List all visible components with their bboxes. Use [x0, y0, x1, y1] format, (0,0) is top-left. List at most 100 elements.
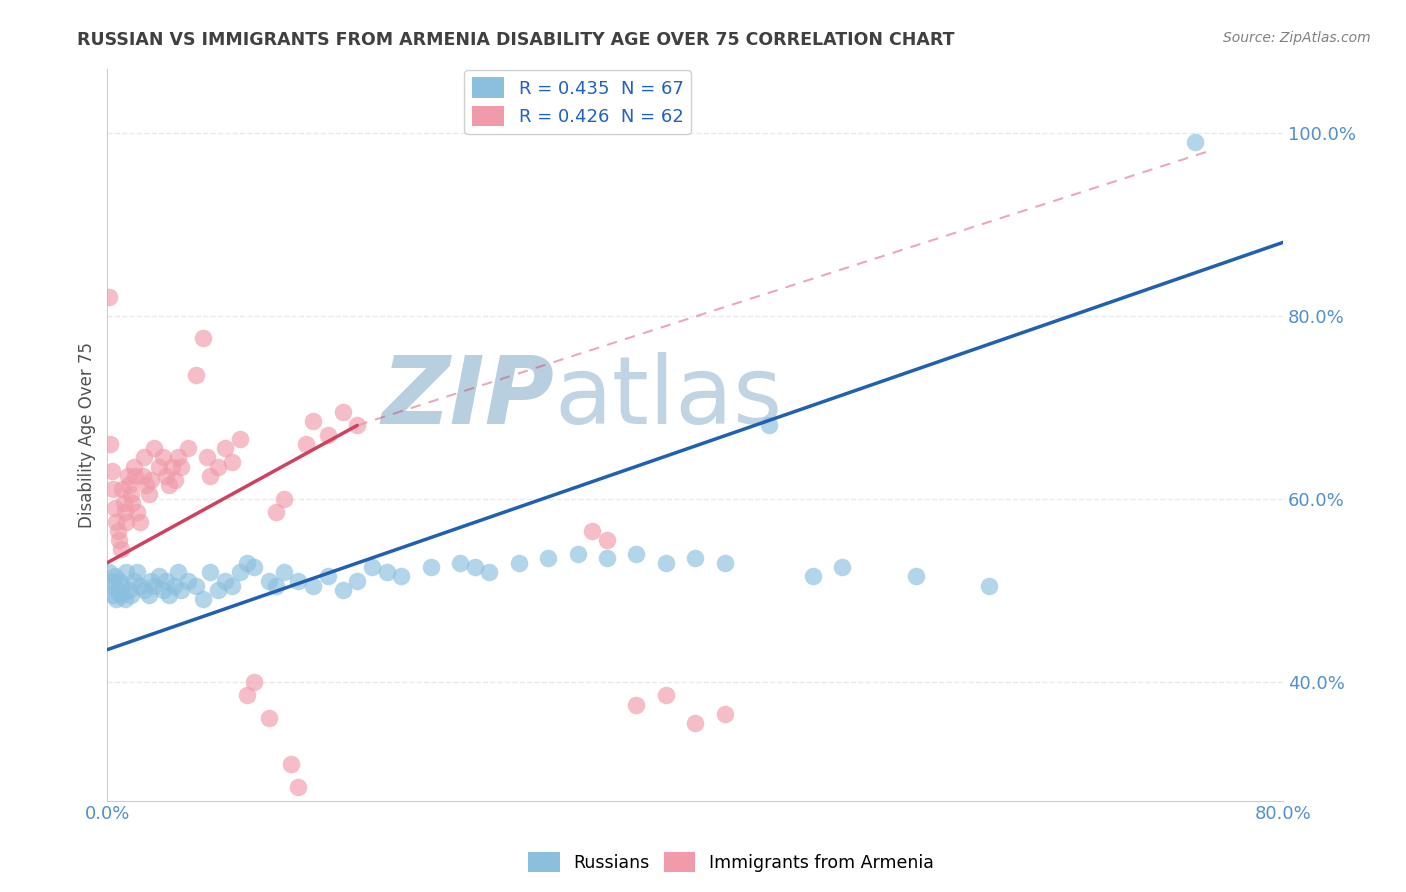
Point [111, 483, 134, 497]
Point [713, 706, 735, 721]
Point [160, 459, 183, 474]
Point [316, 569, 339, 583]
Point [655, 556, 678, 570]
Point [131, 468, 153, 483]
Point [118, 478, 141, 492]
Point [155, 574, 177, 588]
Point [101, 464, 124, 478]
Point [287, 574, 309, 588]
Point [148, 569, 170, 583]
Point [266, 578, 288, 592]
Point [118, 583, 141, 598]
Point [655, 689, 678, 703]
Point [135, 478, 157, 492]
Point [375, 565, 398, 579]
Point [257, 711, 280, 725]
Point [801, 569, 824, 583]
Point [170, 583, 193, 598]
Legend: R = 0.435  N = 67, R = 0.426  N = 62: R = 0.435 N = 67, R = 0.426 N = 62 [464, 70, 690, 134]
Point [228, 565, 250, 579]
Text: atlas: atlas [554, 352, 782, 444]
Point [626, 547, 648, 561]
Point [904, 569, 927, 583]
Point [184, 578, 207, 592]
Point [228, 432, 250, 446]
Point [148, 459, 170, 474]
Point [141, 473, 163, 487]
Point [581, 524, 603, 538]
Point [508, 556, 530, 570]
Point [125, 505, 148, 519]
Point [117, 468, 139, 483]
Point [108, 533, 131, 547]
Point [200, 468, 222, 483]
Point [316, 427, 339, 442]
Point [98, 578, 121, 592]
Point [155, 468, 177, 483]
Point [302, 578, 325, 592]
Text: RUSSIAN VS IMMIGRANTS FROM ARMENIA DISABILITY AGE OVER 75 CORRELATION CHART: RUSSIAN VS IMMIGRANTS FROM ARMENIA DISAB… [77, 31, 955, 49]
Point [449, 556, 471, 570]
Point [464, 560, 486, 574]
Point [207, 459, 229, 474]
Point [124, 468, 146, 483]
Point [115, 565, 138, 579]
Point [273, 565, 295, 579]
Point [110, 541, 132, 556]
Point [120, 487, 142, 501]
Point [138, 487, 160, 501]
Point [143, 578, 166, 592]
Point [332, 583, 354, 598]
Point [170, 459, 193, 474]
Point [200, 565, 222, 579]
Point [121, 496, 143, 510]
Point [419, 560, 441, 574]
Y-axis label: Disability Age Over 75: Disability Age Over 75 [79, 342, 96, 527]
Point [683, 551, 706, 566]
Point [107, 583, 129, 598]
Point [683, 715, 706, 730]
Text: ZIP: ZIP [381, 352, 554, 444]
Point [236, 689, 259, 703]
Point [107, 524, 129, 538]
Point [104, 500, 127, 515]
Point [361, 560, 384, 574]
Point [134, 450, 156, 465]
Point [101, 574, 124, 588]
Legend: Russians, Immigrants from Armenia: Russians, Immigrants from Armenia [522, 845, 941, 879]
Point [163, 473, 186, 487]
Point [103, 483, 125, 497]
Point [567, 547, 589, 561]
Point [115, 515, 138, 529]
Point [280, 757, 302, 772]
Point [266, 505, 288, 519]
Point [114, 505, 136, 519]
Point [191, 592, 214, 607]
Point [177, 574, 200, 588]
Point [98, 436, 121, 450]
Point [134, 583, 156, 598]
Point [103, 588, 125, 602]
Point [110, 588, 132, 602]
Point [332, 405, 354, 419]
Point [114, 592, 136, 607]
Point [758, 418, 780, 433]
Point [294, 436, 316, 450]
Point [221, 578, 243, 592]
Point [207, 583, 229, 598]
Point [122, 574, 145, 588]
Point [596, 533, 619, 547]
Point [152, 583, 174, 598]
Point [346, 418, 368, 433]
Point [831, 560, 853, 574]
Point [273, 491, 295, 506]
Point [138, 588, 160, 602]
Point [157, 588, 180, 602]
Point [177, 442, 200, 456]
Point [104, 569, 127, 583]
Point [243, 560, 266, 574]
Point [236, 556, 259, 570]
Point [97, 290, 120, 304]
Point [346, 574, 368, 588]
Point [128, 515, 150, 529]
